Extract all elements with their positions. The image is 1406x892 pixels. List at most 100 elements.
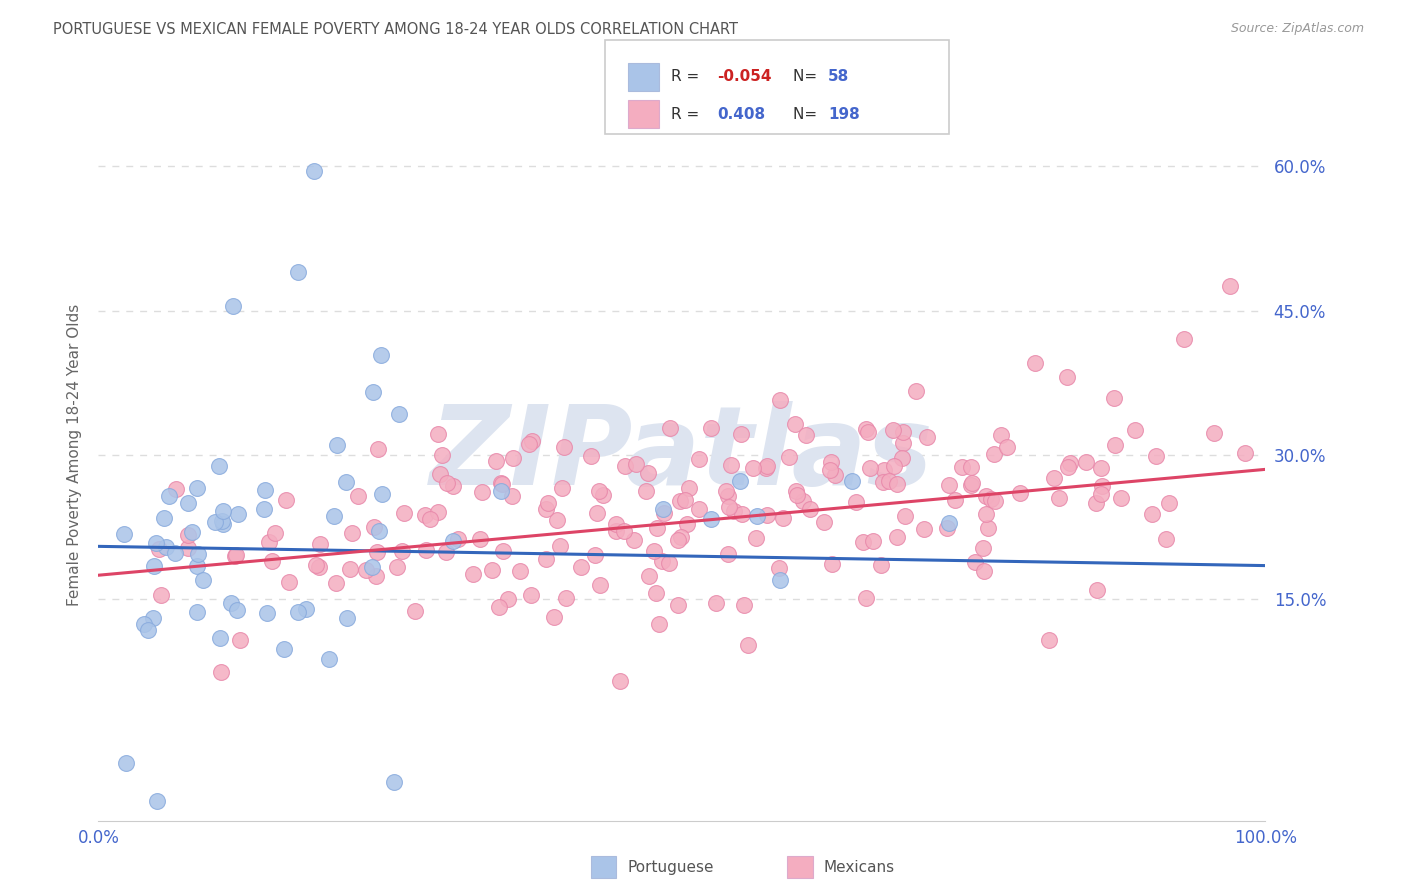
Point (491, 484, 513, 499)
Point (821, 557, 844, 571)
Y-axis label: Female Poverty Among 18-24 Year Olds: Female Poverty Among 18-24 Year Olds (66, 304, 82, 606)
Point (256, 606, 278, 620)
Point (882, 423, 904, 437)
Point (534, 551, 557, 566)
Point (186, 481, 208, 495)
Point (1157, 496, 1180, 510)
Point (960, 476, 983, 491)
Text: 58: 58 (828, 70, 849, 85)
Point (384, 775, 406, 789)
Point (950, 459, 973, 474)
Point (984, 494, 1007, 508)
Point (148, 541, 170, 556)
Point (208, 459, 231, 474)
Point (1154, 532, 1177, 546)
Point (548, 540, 571, 554)
Point (318, 652, 340, 666)
Point (509, 565, 531, 579)
Point (728, 474, 751, 488)
Point (974, 508, 997, 522)
Point (387, 559, 409, 574)
Point (1024, 356, 1046, 370)
Point (181, 525, 204, 540)
Point (335, 475, 357, 489)
Point (717, 489, 740, 503)
Point (264, 526, 287, 541)
Point (392, 507, 415, 521)
Point (551, 481, 574, 495)
Point (1038, 632, 1060, 647)
Point (229, 632, 252, 647)
Point (226, 507, 249, 521)
Point (720, 458, 742, 472)
Point (769, 574, 792, 588)
Point (586, 506, 609, 520)
Point (785, 483, 807, 498)
Point (706, 596, 728, 610)
Point (1144, 449, 1167, 463)
Point (177, 527, 200, 541)
Point (891, 436, 914, 450)
Point (1111, 491, 1133, 505)
Point (894, 508, 917, 523)
Text: R =: R = (671, 106, 704, 121)
Point (651, 553, 673, 567)
Point (325, 575, 347, 590)
Point (186, 558, 208, 573)
Point (637, 466, 659, 480)
Point (963, 555, 986, 569)
Point (481, 563, 503, 577)
Point (583, 548, 606, 562)
Point (688, 502, 710, 516)
Point (730, 507, 752, 521)
Point (419, 512, 441, 526)
Point (520, 434, 543, 448)
Point (501, 489, 523, 503)
Point (859, 461, 882, 475)
Point (699, 512, 721, 526)
Point (308, 536, 330, 550)
Point (176, 541, 198, 556)
Point (659, 421, 682, 435)
Point (959, 460, 981, 475)
Point (132, 617, 155, 632)
Point (1202, 426, 1225, 441)
Point (676, 516, 699, 531)
Point (974, 489, 997, 503)
Point (673, 492, 696, 507)
Text: ZIPatlas: ZIPatlas (430, 401, 934, 508)
Point (163, 546, 186, 560)
Point (891, 450, 914, 465)
Point (441, 534, 464, 549)
Point (733, 598, 755, 612)
Text: Mexicans: Mexicans (824, 860, 896, 874)
Point (1047, 491, 1070, 506)
Point (434, 544, 457, 558)
Point (768, 560, 790, 574)
Point (209, 665, 232, 680)
Point (546, 513, 568, 527)
Point (879, 474, 901, 488)
Point (936, 521, 959, 535)
Point (404, 604, 426, 618)
Point (415, 542, 437, 557)
Point (429, 467, 451, 482)
Point (666, 598, 689, 612)
Point (221, 596, 243, 610)
Point (737, 638, 759, 652)
Point (592, 488, 614, 502)
Point (818, 463, 841, 477)
Point (1043, 471, 1066, 485)
Point (371, 487, 394, 501)
Point (852, 534, 875, 549)
Point (778, 450, 800, 464)
Point (569, 560, 592, 574)
Point (645, 585, 668, 599)
Point (799, 501, 821, 516)
Point (579, 450, 602, 464)
Point (441, 479, 464, 493)
Point (1091, 479, 1114, 493)
Point (157, 489, 180, 503)
Point (973, 564, 995, 578)
Point (252, 501, 274, 516)
